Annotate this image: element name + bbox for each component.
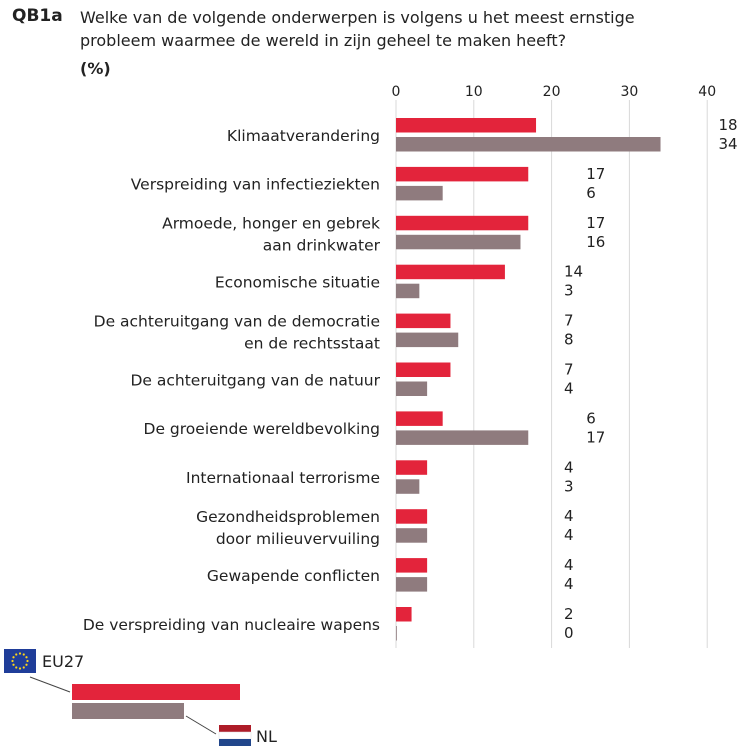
category-label: en de rechtsstaat <box>244 334 380 352</box>
question-id: QB1a <box>12 6 63 26</box>
bar-eu27 <box>396 362 451 377</box>
category-label: Economische situatie <box>215 273 380 291</box>
value-label-nl: 4 <box>564 526 574 544</box>
legend-swatch-eu27 <box>72 684 240 700</box>
category-label: De verspreiding van nucleaire wapens <box>83 616 380 634</box>
category-label: De groeiende wereldbevolking <box>144 420 380 438</box>
bar-nl <box>396 332 459 348</box>
legend-label-eu27: EU27 <box>42 652 84 671</box>
unit-label: (%) <box>80 59 111 78</box>
value-label-nl: 0 <box>564 624 574 642</box>
category-label: Armoede, honger en gebrek <box>162 215 380 233</box>
value-label-nl: 3 <box>564 282 574 300</box>
eu-flag-star <box>12 656 15 659</box>
eu-flag-star <box>11 659 14 663</box>
nl-flag-blue <box>219 739 251 746</box>
category-label: Gezondheidsproblemen <box>196 508 380 526</box>
value-label-eu27: 4 <box>564 507 574 525</box>
bar-nl <box>396 185 443 201</box>
eu-flag-star <box>15 653 18 656</box>
question-text: Welke van de volgende onderwerpen is vol… <box>80 8 635 50</box>
value-label-nl: 6 <box>586 184 596 202</box>
tick-label: 10 <box>465 84 483 100</box>
category-label: aan drinkwater <box>263 237 381 255</box>
bar-eu27 <box>396 411 443 426</box>
bar-nl <box>396 283 420 299</box>
bar-eu27 <box>396 264 505 280</box>
bar-nl <box>396 626 397 641</box>
tick-label: 0 <box>392 84 401 100</box>
value-label-eu27: 17 <box>586 214 605 232</box>
eu-flag-star <box>26 659 29 663</box>
bar-eu27 <box>396 558 428 573</box>
eu-flag-star <box>22 653 25 656</box>
bar-eu27 <box>396 215 529 231</box>
category-label: De achteruitgang van de democratie <box>94 312 380 330</box>
category-label: De achteruitgang van de natuur <box>130 371 380 389</box>
category-label: door milieuvervuiling <box>216 530 380 548</box>
value-label-nl: 34 <box>719 135 738 153</box>
nl-flag-icon <box>219 725 251 732</box>
tick-label: 20 <box>543 84 561 100</box>
category-label: Internationaal terrorisme <box>186 469 380 487</box>
eu-flag-star <box>18 667 22 670</box>
bar-nl <box>396 528 428 543</box>
eu-flag-star <box>12 663 15 666</box>
value-label-eu27: 6 <box>586 409 596 427</box>
nl-flag-white <box>218 731 252 740</box>
value-label-nl: 16 <box>586 233 605 251</box>
value-label-eu27: 7 <box>564 361 574 379</box>
bar-eu27 <box>396 166 529 182</box>
category-label: Verspreiding van infectieziekten <box>131 176 380 194</box>
legend-connector <box>185 715 217 735</box>
eu-flag-star <box>25 656 28 659</box>
bar-nl <box>396 381 428 396</box>
value-label-eu27: 7 <box>564 312 574 330</box>
bar-nl <box>396 430 529 445</box>
value-label-nl: 8 <box>564 331 574 349</box>
bar-eu27 <box>396 509 428 524</box>
legend-connector <box>29 676 71 693</box>
value-label-eu27: 4 <box>564 458 574 476</box>
eu-flag-star <box>25 663 28 666</box>
value-label-nl: 4 <box>564 380 574 398</box>
tick-label: 40 <box>698 84 716 100</box>
bar-eu27 <box>396 460 428 475</box>
value-label-nl: 4 <box>564 575 574 593</box>
value-label-eu27: 18 <box>719 116 738 134</box>
legend-swatch-nl <box>72 703 184 719</box>
bar-nl <box>396 479 420 494</box>
value-label-nl: 17 <box>586 428 605 446</box>
value-label-eu27: 4 <box>564 556 574 574</box>
value-label-nl: 3 <box>564 477 574 495</box>
value-label-eu27: 17 <box>586 165 605 183</box>
eu-flag-star <box>15 666 18 669</box>
legend-label-nl: NL <box>256 727 277 746</box>
bar-eu27 <box>396 118 537 133</box>
bar-nl <box>396 577 428 592</box>
eu-flag-star <box>22 666 25 669</box>
tick-label: 30 <box>620 84 638 100</box>
eu-flag-star <box>18 652 22 655</box>
value-label-eu27: 2 <box>564 605 574 623</box>
bar-nl <box>396 234 521 250</box>
bar-eu27 <box>396 313 451 329</box>
bar-nl <box>396 137 661 152</box>
value-label-eu27: 14 <box>564 263 583 281</box>
category-label: Klimaatverandering <box>227 127 380 145</box>
category-label: Gewapende conflicten <box>207 567 380 585</box>
bar-eu27 <box>396 607 412 622</box>
